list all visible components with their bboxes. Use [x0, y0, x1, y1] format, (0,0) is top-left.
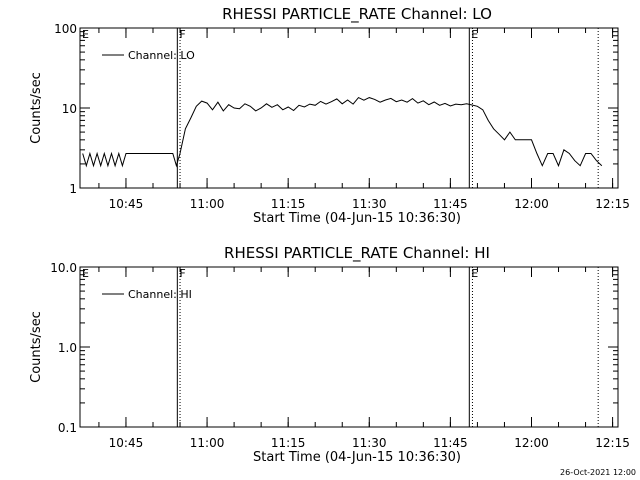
x-axis-label: Start Time (04-Jun-15 10:36:30) — [253, 211, 461, 226]
chart-title: RHESSI PARTICLE_RATE Channel: HI — [224, 244, 490, 263]
y-axis-label: Counts/sec — [29, 311, 44, 383]
x-tick-label: 11:45 — [433, 197, 468, 211]
y-tick-label: 1.0 — [58, 341, 77, 355]
y-tick-label: 10.0 — [50, 261, 77, 275]
marker-label: F — [179, 267, 185, 280]
x-tick-label: 12:00 — [514, 436, 549, 450]
x-tick-label: 11:30 — [352, 436, 387, 450]
series-line-1 — [82, 96, 603, 168]
chart-panel-2: RHESSI PARTICLE_RATE Channel: HI 0.1 1.0 10… — [29, 244, 630, 465]
x-tick-label: 10:45 — [109, 436, 144, 450]
x-tick-label: 12:15 — [595, 436, 630, 450]
marker-label: E — [471, 267, 478, 280]
chart-panel-1: RHESSI PARTICLE_RATE Channel: LO 1 10 100 10… — [29, 5, 630, 226]
legend-entry: Channel: HI — [128, 288, 192, 301]
x-tick-label: 11:15 — [271, 197, 306, 211]
marker-label: F — [179, 28, 185, 41]
chart-title: RHESSI PARTICLE_RATE Channel: LO — [222, 5, 492, 24]
x-tick-label: 11:00 — [190, 197, 225, 211]
x-tick-label: 12:00 — [514, 197, 549, 211]
y-tick-label: 1 — [69, 182, 77, 196]
footer-timestamp-label: 26-Oct-2021 12:00 — [560, 468, 636, 477]
y-tick-label: 0.1 — [58, 421, 77, 435]
marker-label: E — [471, 28, 478, 41]
marker-label: E — [82, 267, 89, 280]
y-tick-label: 10 — [62, 102, 77, 116]
y-tick-label: 100 — [54, 22, 77, 36]
x-tick-label: 11:15 — [271, 436, 306, 450]
x-tick-label: 12:15 — [595, 197, 630, 211]
x-tick-label: 11:00 — [190, 436, 225, 450]
x-tick-label: 10:45 — [109, 197, 144, 211]
legend-entry: Channel: LO — [128, 49, 195, 62]
x-tick-label: 11:30 — [352, 197, 387, 211]
marker-label: E — [82, 28, 89, 41]
x-axis-label: Start Time (04-Jun-15 10:36:30) — [253, 450, 461, 465]
x-tick-label: 11:45 — [433, 436, 468, 450]
y-axis-label: Counts/sec — [29, 72, 44, 144]
